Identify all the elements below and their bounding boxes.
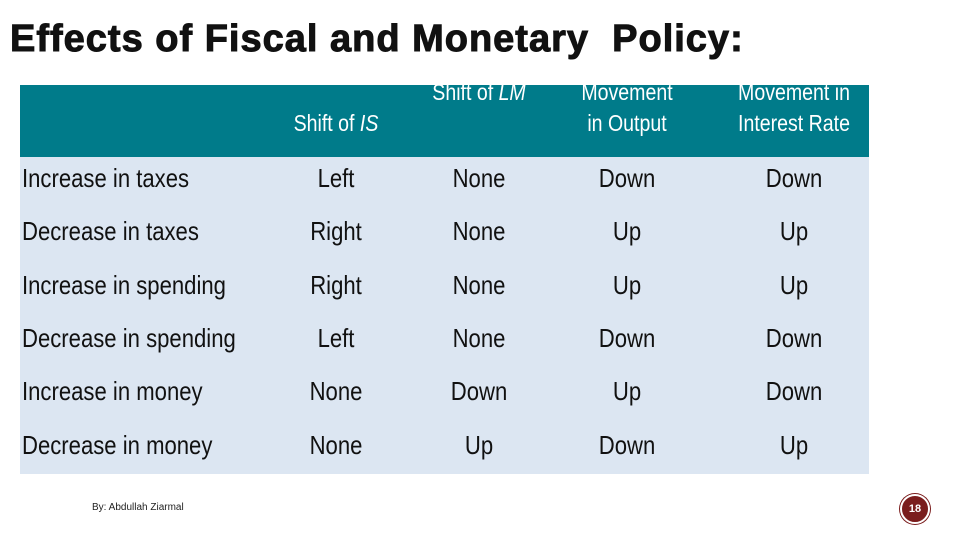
row-label: Decrease in taxes — [22, 216, 199, 247]
table-cell: Up — [779, 216, 809, 247]
header-text: Shift of — [432, 85, 499, 105]
slide-title: Effects of Fiscal and Monetary Policy: — [10, 18, 744, 61]
table-cell: None — [309, 429, 363, 460]
table-cell: Right — [310, 269, 362, 300]
header-cell: Shift of LM — [432, 85, 525, 105]
row-label: Increase in taxes — [22, 163, 190, 193]
table-cell: None — [452, 269, 506, 300]
row-label: Increase in spending — [22, 269, 226, 300]
table-cell: Down — [598, 429, 656, 460]
table-cell: Left — [317, 322, 355, 353]
table-cell: None — [309, 376, 363, 407]
table-cell: Left — [317, 163, 355, 193]
table-cell: None — [452, 163, 506, 193]
table-cell: Down — [765, 376, 823, 407]
header-text: Movement in — [738, 85, 850, 105]
table-cell: Up — [612, 376, 642, 407]
table-cell: Up — [612, 216, 642, 247]
table-cell: Down — [765, 163, 823, 193]
row-label: Decrease in spending — [22, 322, 236, 353]
table-cell: Up — [464, 429, 494, 460]
header-variable: LM — [498, 85, 526, 105]
header-cell: Shift of IS — [294, 110, 379, 136]
table-cell: Up — [779, 269, 809, 300]
policy-table: Shift of IS Shift of LM Movement in Output M… — [20, 85, 869, 474]
table-cell: Down — [450, 376, 508, 407]
table-cell: Up — [779, 429, 809, 460]
table-cell: Up — [612, 269, 642, 300]
row-label: Decrease in money — [22, 429, 213, 460]
table-header: Shift of IS Shift of LM Movement in Output M… — [20, 85, 869, 157]
row-label: Increase in money — [22, 376, 203, 407]
header-text: Interest Rate — [738, 110, 850, 136]
header-text: Movement — [581, 85, 673, 105]
table-cell: None — [452, 322, 506, 353]
table-cell: None — [452, 216, 506, 247]
table-cell: Down — [765, 322, 823, 353]
header-text: in Output — [587, 110, 667, 136]
author: By: Abdullah Ziarmal — [92, 502, 184, 513]
header-variable: IS — [359, 110, 379, 136]
table-cell: Down — [598, 322, 656, 353]
table-cell: Right — [310, 216, 362, 247]
header-text: Shift of — [293, 110, 360, 136]
page-number: 18 — [900, 494, 930, 524]
table-cell: Down — [598, 163, 656, 193]
